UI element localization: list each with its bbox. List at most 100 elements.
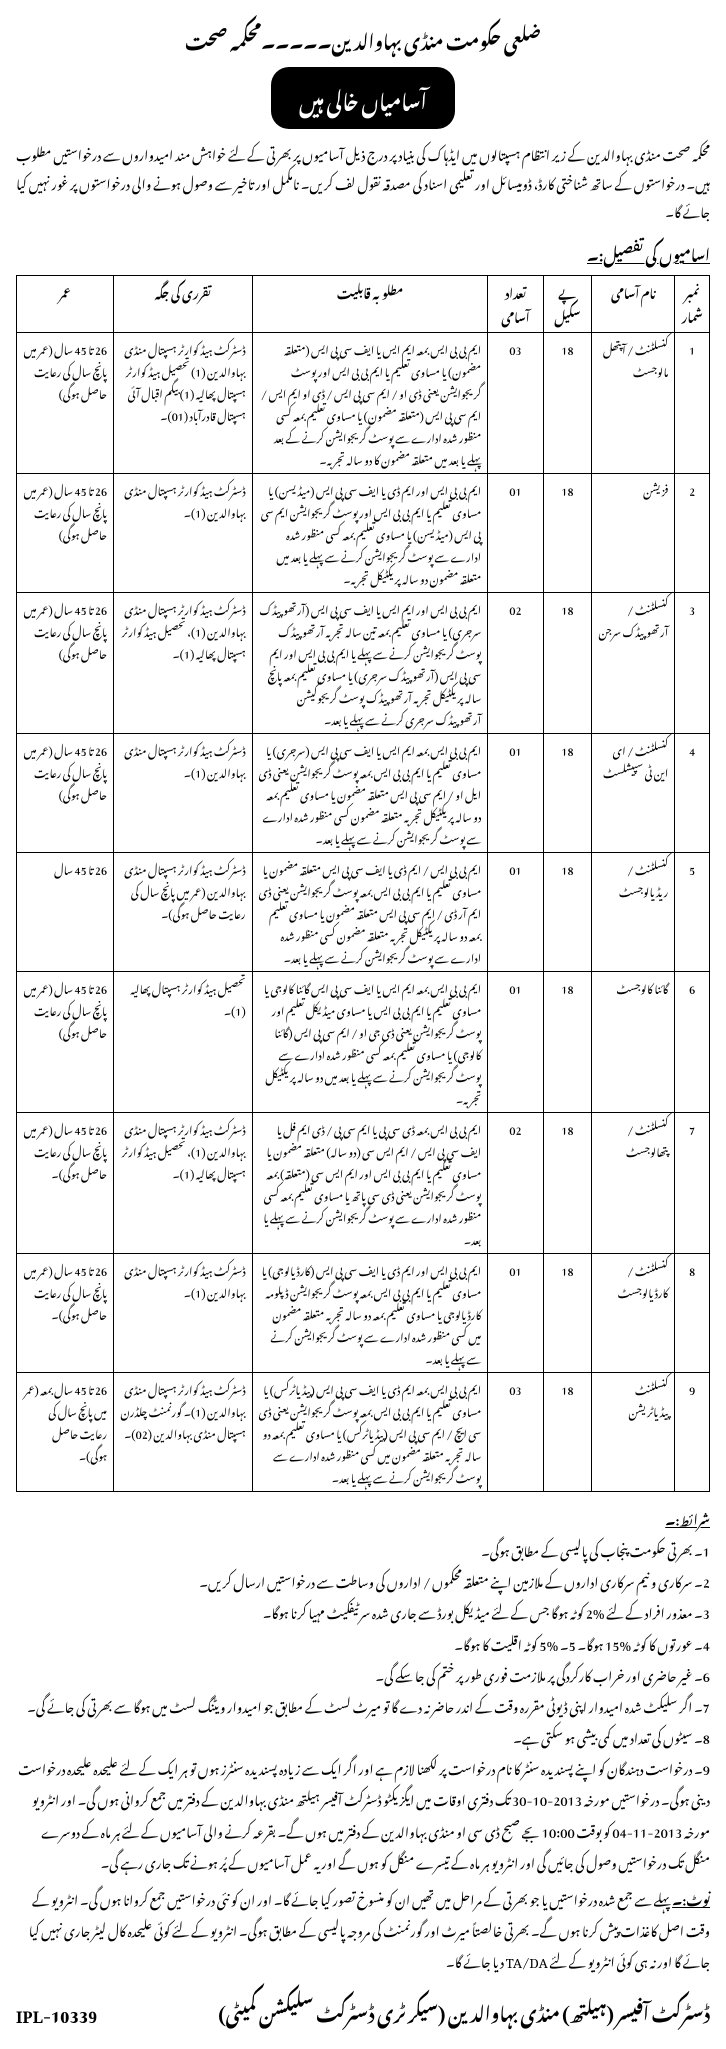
cell-scale: 18 — [543, 1112, 592, 1253]
posts-label: اسامیوں کی تفصیل:۔ — [16, 233, 710, 271]
posts-table: نمبر شمار نام آسامی پے سکیل تعداد آسامی … — [16, 275, 710, 1492]
cell-place: ڈسٹرکٹ ہیڈ کوارٹر ہسپتال منڈی بہاوالدین … — [114, 1253, 253, 1372]
table-header-row: نمبر شمار نام آسامی پے سکیل تعداد آسامی … — [17, 275, 710, 332]
conditions-block: شرائط:۔ 1۔ بھرتی حکومت پنجاب کی پالیسی ک… — [16, 1502, 710, 1876]
intro-paragraph: محکمہ صحت منڈی بہاوالدین کے زیر انتظام ہ… — [16, 139, 710, 225]
cell-sr: 3 — [675, 592, 710, 733]
table-row: 3کنسلٹنٹ / آرتھوپیڈک سرجن1802ایم بی بی ا… — [17, 592, 710, 733]
cell-qual: ایم بی بی ایس / ایم ڈی یا ایف سی پی ایس … — [252, 852, 488, 971]
cell-name: کنسلٹنٹ / ریڈیالوجسٹ — [592, 852, 675, 971]
cell-name: کنسلٹنٹ / آرتھوپیڈک سرجن — [592, 592, 675, 733]
cell-age: 26 تا 45 سال بمعہ (عمر میں پانچ سال کی ر… — [17, 1372, 114, 1491]
title-banner: آسامیاں خالی ہیں — [271, 67, 455, 129]
signatory: ڈسٹرکٹ آفیسر (ہیلتھ) منڈی بہاوالدین (سیک… — [97, 1988, 710, 2033]
cell-qual: ایم بی بی ایس بمعہ ڈی سی پی یا ایم سی پی… — [252, 1112, 488, 1253]
cell-age: 26 تا 45 سال — [17, 852, 114, 971]
condition-item: 7۔ اگر سلیکٹ شدہ امیدوار اپنی ڈیوٹی مقرر… — [16, 1689, 710, 1720]
cell-name: کنسلٹنٹ / کارڈیالوجسٹ — [592, 1253, 675, 1372]
cell-age: 26 تا 45 سال (عمر میں پانچ سال کی رعایت … — [17, 1253, 114, 1372]
cell-name: گائنا کالوجسٹ — [592, 971, 675, 1112]
cell-count: 02 — [488, 592, 543, 733]
cell-qual: ایم بی بی ایس بمعہ ایم ایس یا ایف سی پی … — [252, 733, 488, 852]
th-place: تقرری کی جگہ — [114, 275, 253, 332]
cell-scale: 18 — [543, 1372, 592, 1491]
cell-age: 26 تا 45 سال (عمر میں پانچ سال کی رعایت … — [17, 971, 114, 1112]
cell-age: 26 تا 45 سال (عمر میں پانچ سال کی رعایت … — [17, 1112, 114, 1253]
condition-item: 3۔ معذور افراد کے لئے %2 کوٹہ ہوگا جس کے… — [16, 1595, 710, 1626]
note-text: پہلے سے جمع شدہ درخواستیں یا جو بھرتی کے… — [29, 1881, 710, 1976]
table-row: 1کنسلٹنٹ / آپتھل مالوجسٹ1803ایم بی بی ای… — [17, 332, 710, 473]
cell-sr: 1 — [675, 332, 710, 473]
table-row: 4کنسلٹنٹ / ای این ٹی سپیشلسٹ1801ایم بی ب… — [17, 733, 710, 852]
condition-item: 4۔ عورتوں کا کوٹہ %15 ہوگا۔ 5۔ %5 کوٹہ ا… — [16, 1627, 710, 1658]
cell-age: 26 تا 45 سال (عمر میں پانچ سال کی رعایت … — [17, 592, 114, 733]
cell-count: 01 — [488, 852, 543, 971]
ipl-code: IPL-10339 — [16, 1993, 97, 2033]
th-count: تعداد آسامی — [488, 275, 543, 332]
cell-place: ڈسٹرکٹ ہیڈ کوارٹر ہسپتال منڈی بہاوالدین … — [114, 852, 253, 971]
cell-name: فزیشن — [592, 473, 675, 592]
cell-sr: 6 — [675, 971, 710, 1112]
cell-qual: ایم بی بی ایس اور ایم ڈی یا ایف سی پی ای… — [252, 473, 488, 592]
condition-item: 1۔ بھرتی حکومت پنجاب کی پالیسی کے مطابق … — [16, 1533, 710, 1564]
table-row: 2فزیشن1801ایم بی بی ایس اور ایم ڈی یا ای… — [17, 473, 710, 592]
cell-count: 01 — [488, 971, 543, 1112]
cell-name: کنسلٹنٹ / ای این ٹی سپیشلسٹ — [592, 733, 675, 852]
cell-sr: 7 — [675, 1112, 710, 1253]
th-name: نام آسامی — [592, 275, 675, 332]
district-header: ضلعی حکومت منڈی بہاوالدین۔۔۔۔۔محکمہ صحت — [16, 16, 710, 61]
condition-item: 2۔ سرکاری و نیم سرکاری اداروں کے ملازمین… — [16, 1564, 710, 1595]
th-age: عمر — [17, 275, 114, 332]
cell-scale: 18 — [543, 1253, 592, 1372]
th-qual: مطلوبہ قابلیت — [252, 275, 488, 332]
cell-qual: ایم بی بی ایس بمعہ ایم ایس یا ایف سی پی … — [252, 332, 488, 473]
cell-count: 01 — [488, 733, 543, 852]
table-row: 7کنسلٹنٹ / پتھالوجسٹ1802ایم بی بی ایس بم… — [17, 1112, 710, 1253]
th-scale: پے سکیل — [543, 275, 592, 332]
table-row: 9کنسلٹنٹ پیڈیاٹریشن1803ایم بی بی ایس بمع… — [17, 1372, 710, 1491]
cell-place: ڈسٹرکٹ ہیڈ کوارٹر ہسپتال منڈی بہاوالدین … — [114, 332, 253, 473]
cell-scale: 18 — [543, 332, 592, 473]
cell-place: ڈسٹرکٹ ہیڈ کوارٹر ہسپتال منڈی بہاوالدین … — [114, 1112, 253, 1253]
cell-count: 03 — [488, 1372, 543, 1491]
cell-scale: 18 — [543, 971, 592, 1112]
condition-item: 6۔ غیر حاضری اور خراب کارکردگی پر ملازمت… — [16, 1658, 710, 1689]
table-row: 8کنسلٹنٹ / کارڈیالوجسٹ1801ایم بی بی ایس … — [17, 1253, 710, 1372]
cell-sr: 8 — [675, 1253, 710, 1372]
cell-scale: 18 — [543, 733, 592, 852]
cell-name: کنسلٹنٹ پیڈیاٹریشن — [592, 1372, 675, 1491]
table-row: 5کنسلٹنٹ / ریڈیالوجسٹ1801ایم بی بی ایس /… — [17, 852, 710, 971]
condition-item: 8۔ سیٹوں کی تعداد میں کمی بیشی ہو سکتی ہ… — [16, 1720, 710, 1751]
cell-count: 01 — [488, 1253, 543, 1372]
cell-scale: 18 — [543, 852, 592, 971]
cell-age: 26 تا 45 سال (عمر میں پانچ سال کی رعایت … — [17, 473, 114, 592]
cell-sr: 4 — [675, 733, 710, 852]
cell-sr: 2 — [675, 473, 710, 592]
cell-qual: ایم بی بی ایس اور ایم ایس یا ایف سی پی ا… — [252, 592, 488, 733]
conditions-lead: شرائط:۔ — [665, 1501, 710, 1534]
cell-name: کنسلٹنٹ / آپتھل مالوجسٹ — [592, 332, 675, 473]
cell-place: تحصیل ہیڈ کوارٹر ہسپتال پھالیہ (1)۔ — [114, 971, 253, 1112]
cell-place: ڈسٹرکٹ ہیڈ کوارٹر ہسپتال منڈی بہاوالدین … — [114, 592, 253, 733]
note-lead: نوٹ:۔ — [672, 1881, 710, 1914]
cell-sr: 9 — [675, 1372, 710, 1491]
note-block: نوٹ:۔ پہلے سے جمع شدہ درخواستیں یا جو بھ… — [16, 1882, 710, 1976]
cell-count: 02 — [488, 1112, 543, 1253]
cell-place: ڈسٹرکٹ ہیڈ کوارٹر ہسپتال منڈی بہاوالدین … — [114, 473, 253, 592]
cell-place: ڈسٹرکٹ ہیڈ کوارٹر ہسپتال منڈی بہاوالدین … — [114, 1372, 253, 1491]
cell-scale: 18 — [543, 473, 592, 592]
cell-place: ڈسٹرکٹ ہیڈ کوارٹر ہسپتال منڈی بہاوالدین … — [114, 733, 253, 852]
table-row: 6گائنا کالوجسٹ1801ایم بی بی ایس بمعہ ایم… — [17, 971, 710, 1112]
cell-age: 26 تا 45 سال (عمر میں پانچ سال کی رعایت … — [17, 332, 114, 473]
cell-count: 03 — [488, 332, 543, 473]
cell-qual: ایم بی بی ایس بمعہ ایم ڈی یا ایف سی پی ا… — [252, 1372, 488, 1491]
cell-qual: ایم بی بی ایس بمعہ ایم ایس یا ایف سی پی … — [252, 971, 488, 1112]
condition-item: 9۔ درخواست دہندگان کو اپنے پسندیدہ سنٹر … — [16, 1751, 710, 1876]
cell-sr: 5 — [675, 852, 710, 971]
cell-name: کنسلٹنٹ / پتھالوجسٹ — [592, 1112, 675, 1253]
th-sr: نمبر شمار — [675, 275, 710, 332]
cell-scale: 18 — [543, 592, 592, 733]
cell-qual: ایم بی بی ایس اور ایم ڈی یا ایف سی پی ای… — [252, 1253, 488, 1372]
cell-age: 26 تا 45 سال (عمر میں پانچ سال کی رعایت … — [17, 733, 114, 852]
cell-count: 01 — [488, 473, 543, 592]
